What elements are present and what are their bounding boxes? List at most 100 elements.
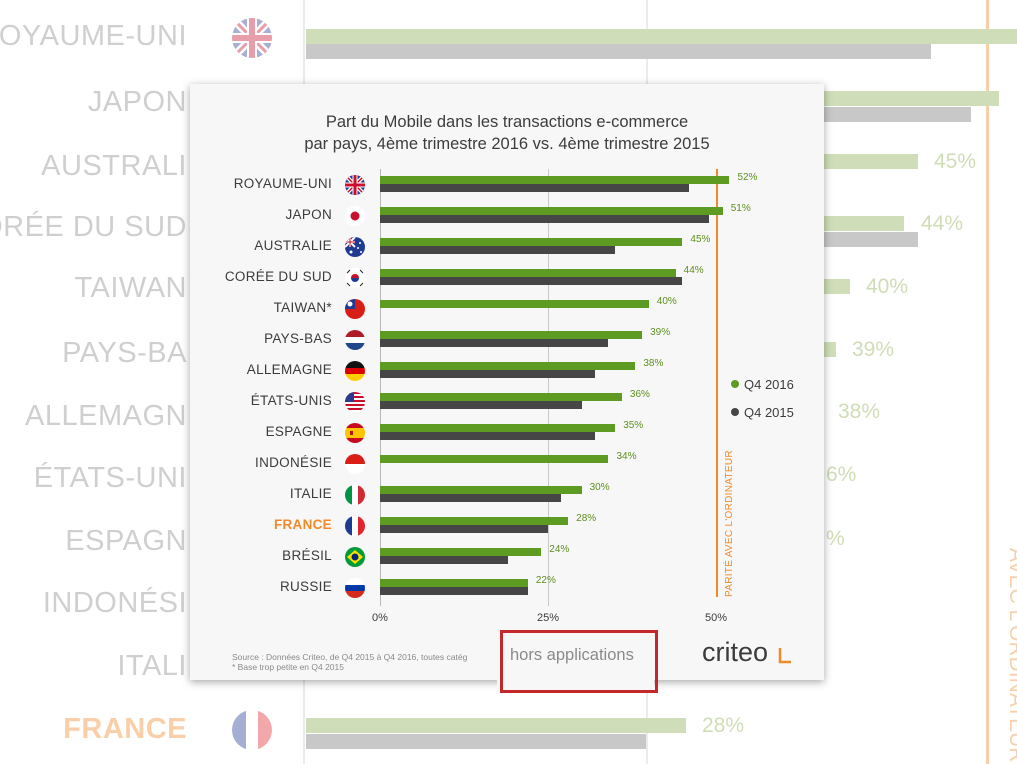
source-note: Source : Données Criteo, de Q4 2015 à Q4… <box>232 652 467 672</box>
bg-value-espagne: % <box>826 527 845 550</box>
gridline-25 <box>548 169 549 606</box>
bar-q4-2015 <box>380 525 548 533</box>
bg-label-royaume-uni: ROYAUME-UNI <box>0 20 187 52</box>
data-label: 34% <box>616 451 637 462</box>
legend-item-q4-2015: Q4 2015 <box>731 405 794 420</box>
bg-value-coree: 44% <box>921 212 964 235</box>
bar-q4-2015 <box>380 246 616 254</box>
bg-uk-flag-icon <box>232 18 272 58</box>
criteo-logo: criteo <box>702 637 769 667</box>
category-label: RUSSIE <box>279 579 332 594</box>
brazil-flag-icon <box>345 547 365 567</box>
russia-flag-icon <box>345 578 365 598</box>
chart-subtitle: par pays, 4ème trimestre 2016 vs. 4ème t… <box>304 135 710 153</box>
bg-label-france: FRANCE <box>63 713 187 745</box>
bg-bar-royaume-uni-2015 <box>306 44 931 59</box>
bar-q4-2016 <box>380 517 569 525</box>
data-label: 36% <box>629 389 650 400</box>
uk-flag-icon <box>345 175 365 195</box>
south-korea-flag-icon <box>345 268 365 288</box>
spain-flag-icon <box>345 423 365 443</box>
bar-q4-2015 <box>380 556 508 564</box>
data-label: 28% <box>576 513 597 524</box>
data-label: 40% <box>656 296 677 307</box>
italy-flag-icon <box>345 485 365 505</box>
japan-flag-icon <box>345 206 365 226</box>
bg-france-flag-icon <box>232 710 272 750</box>
legend-label: Q4 2015 <box>744 405 794 420</box>
bg-label-coree: CORÉE DU SUD <box>0 211 187 243</box>
legend-item-q4-2016: Q4 2016 <box>731 377 794 392</box>
bar-q4-2016 <box>380 362 636 370</box>
bar-q4-2016 <box>380 269 676 277</box>
legend-label: Q4 2016 <box>744 377 794 392</box>
category-label: ESPAGNE <box>265 424 332 439</box>
bg-value-allemagne: 38% <box>838 400 881 423</box>
australia-flag-icon <box>345 237 365 257</box>
category-label: PAYS-BAS <box>264 331 332 346</box>
data-label: 44% <box>683 265 704 276</box>
bar-q4-2016 <box>380 238 683 246</box>
indonesia-flag-icon <box>345 454 365 474</box>
bg-label-etats-unis: ÉTATS-UNI <box>33 462 187 494</box>
category-label: JAPON <box>285 207 332 222</box>
data-label: 22% <box>535 575 556 586</box>
bar-q4-2015 <box>380 277 683 285</box>
bg-value-etats-unis: 6% <box>826 463 857 486</box>
category-label: ROYAUME-UNI <box>233 176 332 191</box>
bar-q4-2016 <box>380 207 723 215</box>
bg-label-taiwan: TAIWAN <box>74 272 187 304</box>
overlay-panel <box>497 632 654 692</box>
bar-q4-2016 <box>380 486 582 494</box>
bar-q4-2016 <box>380 393 622 401</box>
bg-value-taiwan: 40% <box>866 275 909 298</box>
bar-q4-2015 <box>380 401 582 409</box>
category-label: AUSTRALIE <box>254 238 332 253</box>
category-label: ALLEMAGNE <box>246 362 332 377</box>
category-label: ÉTATS-UNIS <box>250 393 332 408</box>
bar-q4-2016 <box>380 548 542 556</box>
bar-q4-2016 <box>380 300 649 308</box>
chart-title: Part du Mobile dans les transactions e-c… <box>325 113 689 131</box>
bar-q4-2016 <box>380 176 730 184</box>
parity-reference-line <box>716 169 718 597</box>
data-label: 24% <box>549 544 570 555</box>
bar-q4-2015 <box>380 494 562 502</box>
data-label: 39% <box>650 327 671 338</box>
bar-q4-2016 <box>380 331 643 339</box>
bar-q4-2015 <box>380 432 596 440</box>
x-tick-label: 50% <box>704 612 728 624</box>
bg-label-japon: JAPON <box>87 86 187 118</box>
category-label: ITALIE <box>289 486 332 501</box>
bg-parity-label: AVEC L'ORDINATEUR <box>1005 548 1017 763</box>
bg-value-pays-bas: 39% <box>852 338 895 361</box>
bar-q4-2015 <box>380 215 710 223</box>
source-text: Source : Données Criteo, de Q4 2015 à Q4… <box>232 652 468 662</box>
category-label: CORÉE DU SUD <box>224 269 332 284</box>
bar-q4-2015 <box>380 184 690 192</box>
data-label: 52% <box>737 172 758 183</box>
netherlands-flag-icon <box>345 330 365 350</box>
parity-reference-label: PARITÉ AVEC L'ORDINATEUR <box>724 450 735 597</box>
germany-flag-icon <box>345 361 365 381</box>
x-tick-label: 25% <box>536 612 560 624</box>
bg-label-australie: AUSTRALI <box>41 150 187 182</box>
bg-bar-france-2015 <box>306 734 646 749</box>
bar-q4-2016 <box>380 455 609 463</box>
taiwan-flag-icon <box>345 299 365 319</box>
france-flag-icon <box>345 516 365 536</box>
annotation-highlight-box <box>500 630 658 693</box>
chart-card: Part du Mobile dans les transactions e-c… <box>190 84 824 692</box>
footnote-text: * Base trop petite en Q4 2015 <box>232 662 344 672</box>
bg-label-pays-bas: PAYS-BA <box>62 337 187 369</box>
bg-label-italie: ITALI <box>117 650 187 682</box>
criteo-logo-mark-icon <box>778 648 791 664</box>
legend-dot-icon <box>731 380 739 388</box>
data-label: 30% <box>589 482 610 493</box>
category-label: INDONÉSIE <box>255 455 332 470</box>
data-label: 38% <box>643 358 664 369</box>
data-label: 45% <box>690 234 711 245</box>
hors-applications-label: hors applications <box>510 646 634 664</box>
bg-parity-line <box>986 0 989 764</box>
category-label: BRÉSIL <box>282 548 332 563</box>
